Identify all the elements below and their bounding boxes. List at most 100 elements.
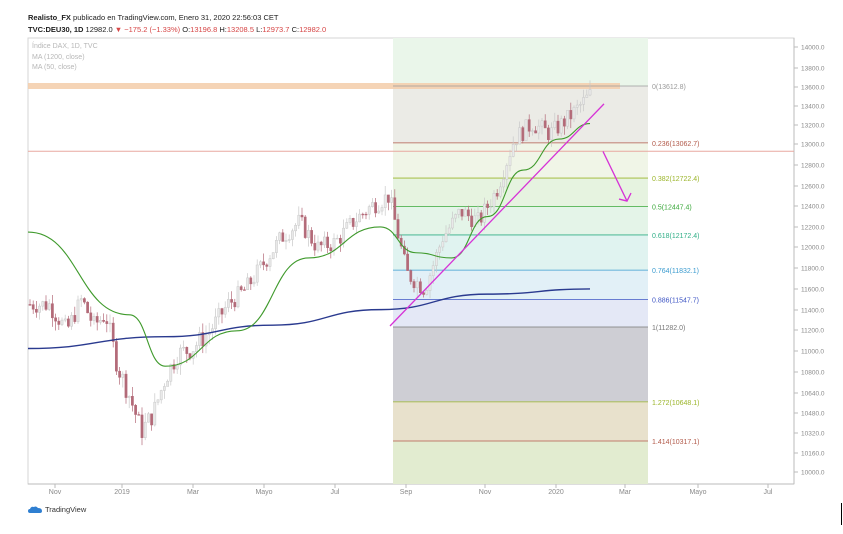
legend-ma-1200[interactable]: MA (1200, close) bbox=[32, 53, 85, 61]
fib-label-1: 0.236(13062.7) bbox=[652, 141, 699, 148]
trendline bbox=[389, 103, 605, 327]
candle-body bbox=[422, 292, 425, 295]
fib-label-9: 1.414(10317.1) bbox=[652, 439, 699, 446]
candle-body bbox=[169, 364, 173, 382]
x-tick-label: 2019 bbox=[114, 489, 130, 496]
candle-body bbox=[300, 214, 304, 218]
price-change: ▼ −175.2 (−1.33%) bbox=[114, 25, 181, 34]
candle-body bbox=[220, 308, 224, 315]
x-tick-label: Mayo bbox=[689, 489, 706, 496]
candle-body bbox=[303, 216, 307, 238]
fib-label-4: 0.618(12172.4) bbox=[652, 233, 699, 240]
y-tick-label: 12600.0 bbox=[801, 184, 825, 191]
candle-body bbox=[233, 302, 237, 308]
symbol-label[interactable]: TVC:DEU30, 1D bbox=[28, 25, 84, 34]
cloud-logo-icon bbox=[28, 505, 42, 513]
candle-body bbox=[198, 332, 201, 346]
candle-body bbox=[108, 322, 112, 325]
y-tick-label: 13800.0 bbox=[801, 66, 825, 73]
candle-body bbox=[143, 421, 147, 438]
candle-body bbox=[467, 209, 470, 217]
fib-zone-8 bbox=[393, 401, 648, 441]
candle-body bbox=[377, 210, 381, 214]
fib-label-8: 1.272(10648.1) bbox=[652, 400, 699, 407]
candle-body bbox=[380, 207, 384, 212]
text-cursor bbox=[841, 503, 842, 525]
candle-body bbox=[425, 290, 429, 295]
forecast-arrow-head bbox=[618, 192, 632, 202]
candle-body bbox=[351, 218, 355, 227]
tradingview-brand[interactable]: TradingView bbox=[28, 505, 86, 514]
candle-body bbox=[364, 213, 368, 216]
candle-body bbox=[390, 197, 393, 203]
candle-body bbox=[537, 125, 541, 134]
candle-body bbox=[563, 118, 566, 127]
close-value: 12982.0 bbox=[299, 25, 327, 34]
low-value: 12973.7 bbox=[262, 25, 290, 34]
candle-body bbox=[185, 347, 189, 354]
candle-body bbox=[527, 119, 531, 132]
x-tick-label: Mayo bbox=[255, 489, 272, 496]
candle-body bbox=[332, 238, 336, 251]
open-value: 13196.8 bbox=[190, 25, 218, 34]
candle-body bbox=[396, 219, 400, 239]
x-tick-label: Jul bbox=[331, 489, 340, 496]
candle-body bbox=[249, 277, 253, 285]
y-tick-label: 12800.0 bbox=[801, 163, 825, 170]
published-info: publicado en TradingView.com, Enero 31, … bbox=[73, 13, 279, 22]
candle-body bbox=[374, 202, 377, 214]
resistance-band bbox=[28, 83, 620, 89]
y-tick-label: 12200.0 bbox=[801, 225, 825, 232]
candle-body bbox=[582, 97, 585, 105]
x-tick-label: Sep bbox=[400, 489, 413, 496]
author-name[interactable]: Realisto_FX bbox=[28, 13, 71, 22]
candle-body bbox=[284, 240, 288, 242]
fib-label-5: 0.764(11832.1) bbox=[652, 268, 699, 275]
candle-body bbox=[51, 303, 54, 319]
candle-body bbox=[412, 281, 416, 289]
y-tick-label: 13200.0 bbox=[801, 123, 825, 130]
legend-symbol[interactable]: Índice DAX, 1D, TVC bbox=[32, 43, 98, 50]
candle-body bbox=[67, 318, 70, 327]
y-tick-label: 11600.0 bbox=[801, 287, 824, 294]
candle-body bbox=[543, 120, 547, 129]
low-label: L: bbox=[256, 25, 263, 34]
fib-zone-4 bbox=[393, 234, 648, 271]
x-axis-ticks: Nov 2019 Mar Mayo Jul Sep Nov 2020 Mar Mayo Jul bbox=[49, 484, 773, 496]
candle-body bbox=[495, 193, 499, 197]
candle-body bbox=[531, 130, 534, 132]
candle-body bbox=[479, 212, 483, 223]
candle-body bbox=[460, 209, 464, 217]
candle-body bbox=[515, 143, 518, 146]
candle-body bbox=[499, 186, 502, 197]
y-tick-label: 10800.0 bbox=[801, 370, 825, 377]
candle-body bbox=[239, 286, 243, 290]
candle-body bbox=[406, 253, 409, 271]
candle-body bbox=[550, 127, 553, 140]
fib-label-2: 0.382(12722.4) bbox=[652, 176, 699, 183]
brand-name: TradingView bbox=[45, 505, 87, 514]
candle-body bbox=[265, 264, 269, 267]
open-label: O: bbox=[182, 25, 191, 34]
y-tick-label: 10000.0 bbox=[801, 470, 825, 477]
candle-body bbox=[217, 308, 221, 318]
candle-body bbox=[383, 194, 387, 208]
candle-body bbox=[547, 127, 550, 140]
high-label: H: bbox=[219, 25, 227, 34]
candle-body bbox=[76, 299, 80, 322]
candle-body bbox=[486, 203, 489, 208]
candle-body bbox=[44, 301, 48, 310]
candle-body bbox=[127, 396, 131, 398]
candle-body bbox=[230, 299, 233, 303]
forecast-arrow-shaft bbox=[602, 151, 628, 202]
candle-body bbox=[73, 315, 77, 322]
candle-body bbox=[137, 414, 141, 416]
candle-body bbox=[553, 120, 557, 129]
candle-body bbox=[435, 252, 438, 266]
candle-body bbox=[451, 217, 454, 229]
x-tick-label: Jul bbox=[764, 489, 773, 496]
candle-body bbox=[367, 206, 371, 215]
candle-body bbox=[508, 156, 512, 166]
legend-ma-50[interactable]: MA (50, close) bbox=[32, 64, 77, 71]
